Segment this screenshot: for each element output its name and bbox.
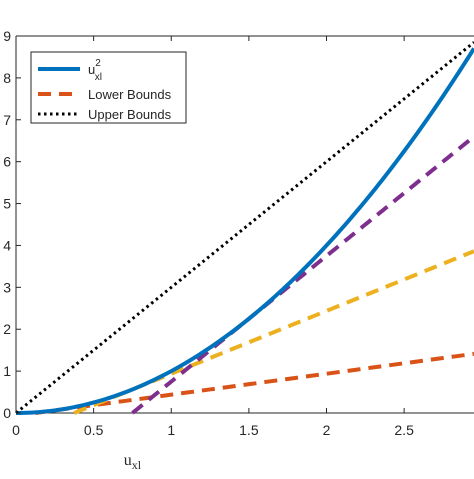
x-tick-label: 2.5 [394, 422, 414, 438]
y-tick-label: 4 [3, 237, 11, 253]
y-tick-label: 3 [3, 279, 11, 295]
y-tick-label: 7 [3, 112, 11, 128]
legend-label: u2 xl [88, 58, 102, 83]
legend: u2 xl Lower Bounds Upper Bounds [30, 51, 187, 124]
y-tick-label: 9 [3, 28, 11, 44]
x-axis-label-sub: xl [132, 458, 142, 472]
axes [15, 35, 474, 414]
x-tick-label: 2 [323, 422, 331, 438]
y-tick-label: 2 [3, 321, 11, 337]
y-tick-label: 5 [3, 196, 11, 212]
y-tick-label: 1 [3, 363, 11, 379]
legend-label: Upper Bounds [88, 107, 172, 122]
x-tick-label: 1 [167, 422, 175, 438]
legend-label: Lower Bounds [88, 87, 172, 102]
x-tick-label: 0.5 [84, 422, 104, 438]
y-tick-label: 6 [3, 154, 11, 170]
y-tick-label: 8 [3, 70, 11, 86]
series-line-tangent-150 [131, 134, 474, 415]
x-tick-label: 0 [12, 422, 20, 438]
series-lines [15, 41, 474, 415]
x-axis-label-main: u [124, 452, 132, 469]
x-axis-label: uxl [124, 452, 142, 472]
series-line-upper [15, 41, 474, 415]
series-line-square [15, 47, 474, 415]
x-tick-label: 1.5 [239, 422, 259, 438]
legend-box [30, 51, 187, 124]
series-line-tangent-025 [35, 351, 474, 415]
tick-labels: 0 0.5 1 1.5 2 2.5 0 1 2 3 4 5 6 7 8 9 [3, 28, 414, 438]
y-tick-label: 0 [3, 405, 11, 421]
